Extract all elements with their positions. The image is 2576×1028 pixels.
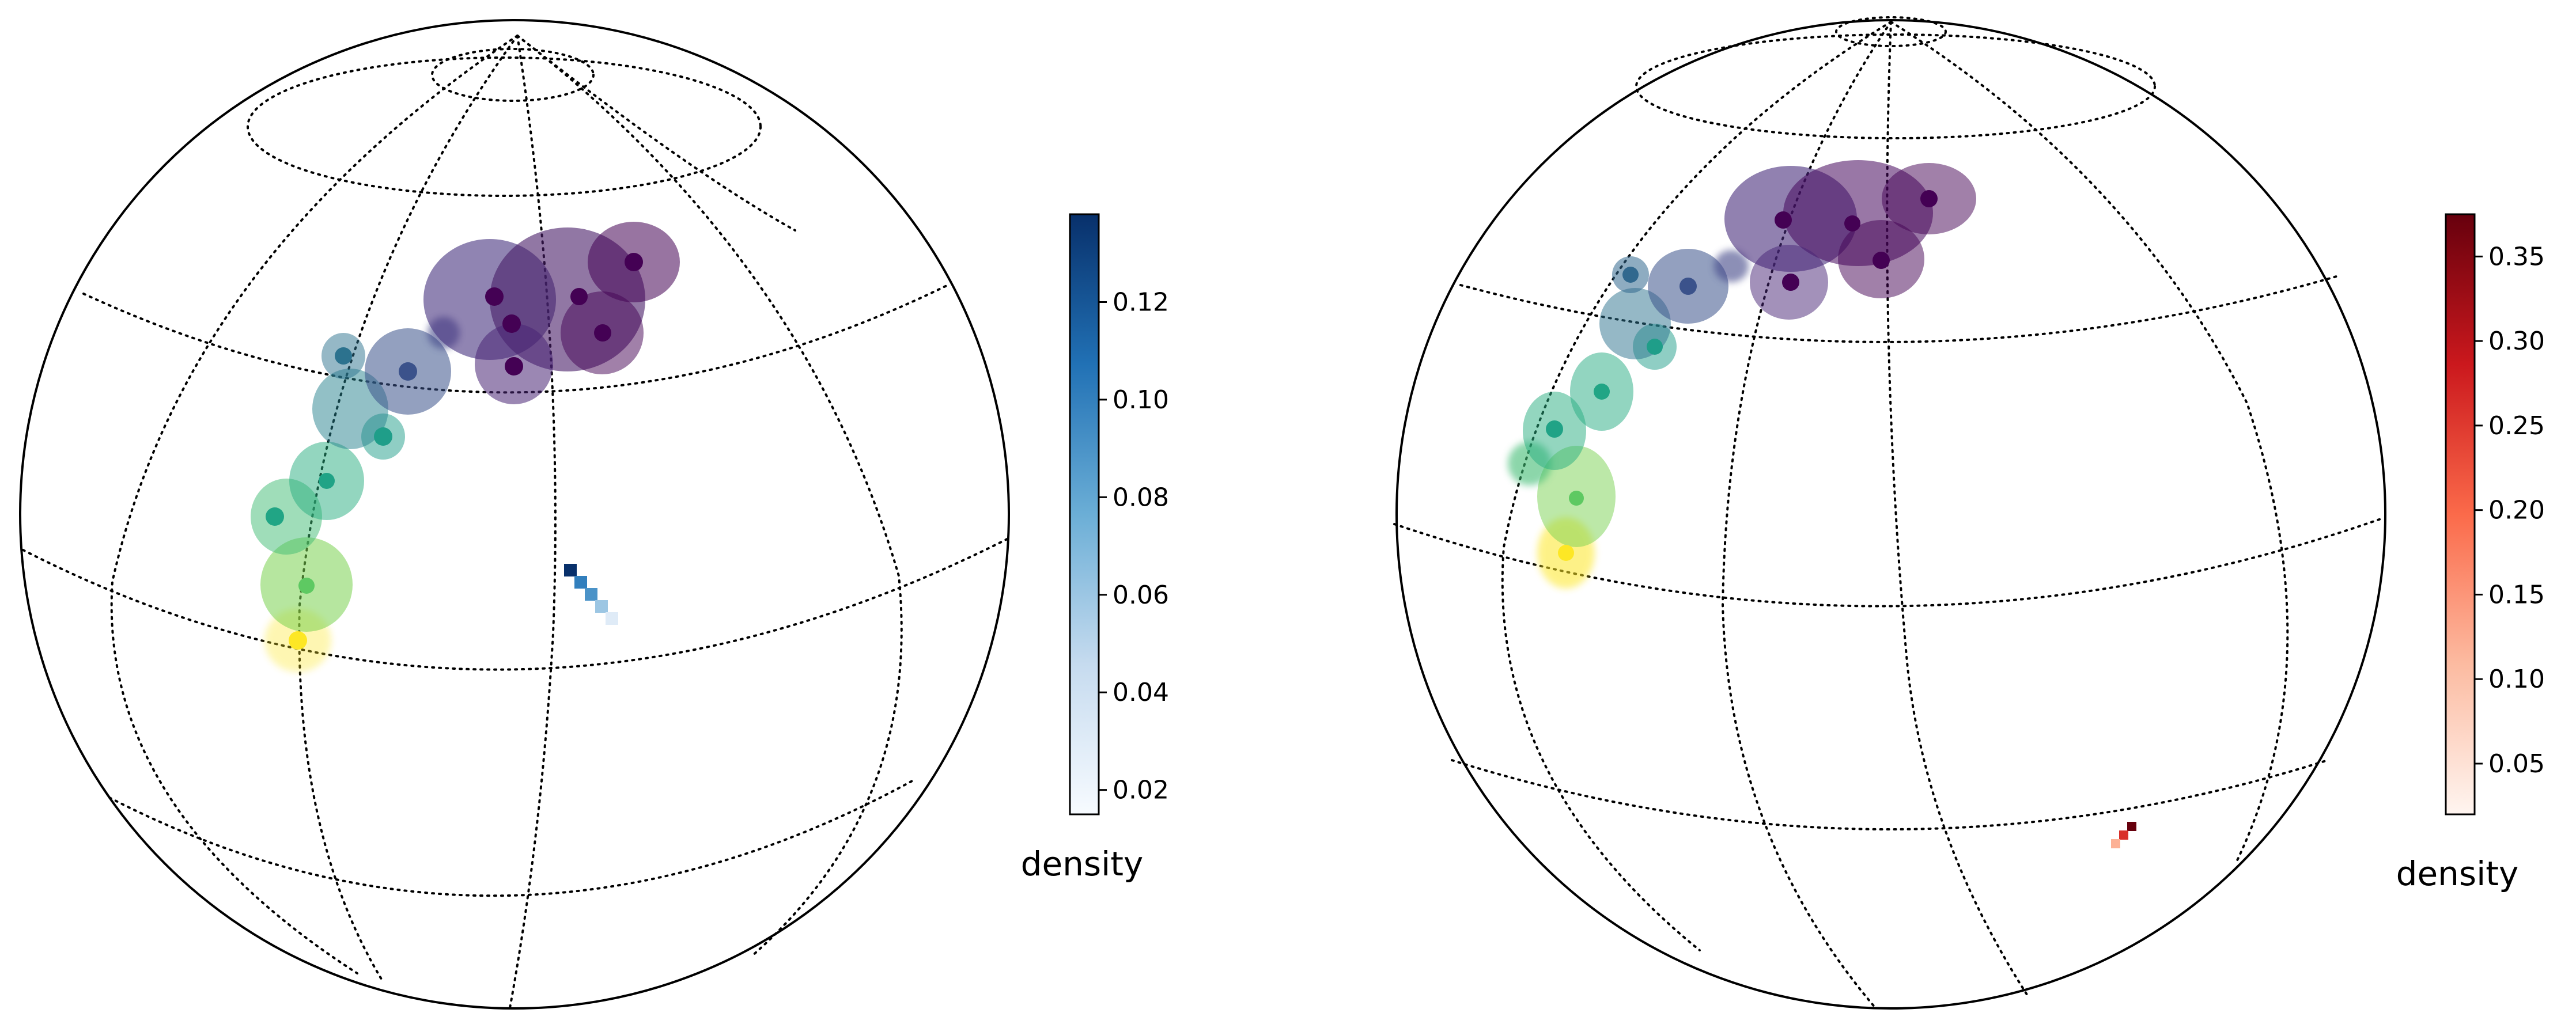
centroid-point bbox=[335, 347, 352, 365]
colorbar-tick-label: 0.10 bbox=[1113, 385, 1169, 415]
centroid-point bbox=[1558, 545, 1574, 561]
centroid-point bbox=[1622, 267, 1639, 283]
centroid-point bbox=[1569, 491, 1584, 506]
colorbar-ticks: 0.05 0.10 0.15 0.20 0.25 0.30 0.35 bbox=[2475, 242, 2545, 779]
centroid-point bbox=[374, 427, 392, 446]
colorbar-tick-label: 0.30 bbox=[2488, 327, 2545, 356]
colorbar-tick-label: 0.10 bbox=[2488, 665, 2545, 694]
parallel-line bbox=[1393, 517, 2384, 608]
colorbar-label: density bbox=[2396, 854, 2519, 893]
globe-outline bbox=[19, 19, 1010, 1010]
centroid-point bbox=[289, 631, 307, 650]
colorbar-ticks: 0.02 0.04 0.06 0.08 0.10 0.12 bbox=[1099, 287, 1169, 805]
density-cell bbox=[574, 576, 587, 589]
centroid-point bbox=[1679, 278, 1697, 295]
meridian-line bbox=[298, 35, 519, 983]
meridian-line bbox=[1890, 21, 2289, 865]
meridian-line bbox=[516, 35, 903, 957]
density-cell bbox=[2111, 839, 2120, 848]
meridian-line bbox=[509, 35, 557, 1009]
centroid-point bbox=[570, 288, 588, 305]
parallel-line bbox=[247, 56, 762, 197]
centroid-point bbox=[1546, 420, 1563, 438]
centroid-point bbox=[505, 357, 523, 375]
density-blob-right bbox=[2111, 822, 2136, 848]
parallel-line bbox=[108, 779, 914, 897]
centroid-point bbox=[298, 578, 315, 594]
colorbar-tick-label: 0.15 bbox=[2488, 580, 2545, 609]
centroid-points-left bbox=[266, 253, 643, 650]
density-cell bbox=[585, 588, 597, 601]
centroid-point bbox=[1647, 339, 1663, 355]
centroid-point bbox=[1782, 274, 1799, 291]
colorbar-frame bbox=[1069, 213, 1100, 815]
centroid-point bbox=[399, 362, 417, 381]
parallel-line bbox=[1459, 275, 2337, 343]
colorbar-tick-label: 0.25 bbox=[2488, 411, 2545, 441]
centroid-point bbox=[485, 287, 504, 306]
colorbar-tick-label: 0.08 bbox=[1113, 483, 1169, 512]
centroid-point bbox=[1844, 215, 1860, 232]
centroid-point bbox=[1920, 190, 1938, 207]
meridian-line bbox=[516, 35, 796, 232]
colorbar-tick-label: 0.02 bbox=[1113, 776, 1169, 805]
colorbar-right: 0.05 0.10 0.15 0.20 0.25 0.30 0.35 density bbox=[2396, 213, 2545, 893]
density-cell bbox=[2119, 830, 2128, 840]
colorbar-left: 0.02 0.04 0.06 0.08 0.10 0.12 density bbox=[1021, 213, 1169, 883]
colorbar-tick-label: 0.12 bbox=[1113, 287, 1169, 317]
parallel-line bbox=[22, 537, 1009, 671]
parallel-line bbox=[1635, 33, 2156, 139]
uncertainty-ellipses-right bbox=[1508, 160, 1976, 589]
density-blob-left bbox=[564, 564, 618, 625]
colorbar-label: density bbox=[1021, 844, 1144, 883]
centroid-point bbox=[1594, 384, 1610, 400]
globe-outline bbox=[1395, 19, 2386, 1010]
colorbar-fill bbox=[1070, 214, 1099, 814]
colorbar-fill bbox=[2446, 214, 2475, 814]
globe-right bbox=[1393, 16, 2386, 1010]
centroid-point bbox=[502, 314, 521, 333]
density-cell bbox=[595, 600, 608, 613]
centroid-point bbox=[1775, 211, 1792, 229]
centroid-point bbox=[625, 253, 643, 271]
centroid-point bbox=[594, 324, 611, 342]
globe-left bbox=[19, 19, 1010, 1010]
colorbar-tick-label: 0.05 bbox=[2488, 749, 2545, 779]
centroid-points-right bbox=[1546, 190, 1938, 561]
colorbar-tick-label: 0.35 bbox=[2488, 242, 2545, 271]
density-cell bbox=[606, 612, 618, 625]
graticule-right bbox=[1393, 16, 2384, 1009]
meridian-line bbox=[1501, 21, 1892, 951]
centroid-point bbox=[1873, 252, 1890, 269]
colorbar-tick-label: 0.04 bbox=[1113, 678, 1169, 707]
colorbar-tick-label: 0.06 bbox=[1113, 581, 1169, 610]
centroid-point bbox=[266, 507, 284, 526]
parallel-line bbox=[1835, 16, 1947, 47]
density-cell bbox=[564, 564, 577, 576]
parallel-line bbox=[1451, 759, 2329, 830]
centroid-point bbox=[319, 473, 335, 489]
colorbar-tick-label: 0.20 bbox=[2488, 496, 2545, 525]
uncertainty-ellipse bbox=[1714, 250, 1749, 282]
colorbar-frame bbox=[2445, 213, 2476, 815]
uncertainty-ellipses-left bbox=[251, 222, 680, 672]
graticule-left bbox=[22, 35, 1009, 1009]
density-cell bbox=[2127, 822, 2136, 831]
parallel-line bbox=[431, 48, 595, 102]
